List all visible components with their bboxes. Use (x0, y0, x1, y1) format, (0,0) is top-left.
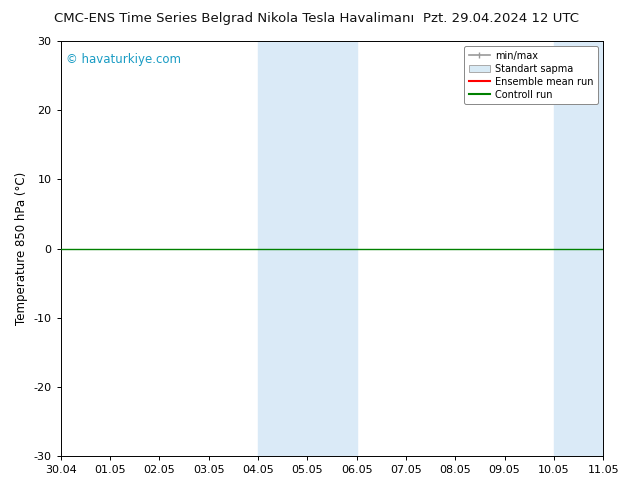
Bar (554, 41, 603, 456)
Text: CMC-ENS Time Series Belgrad Nikola Tesla Havalimanı: CMC-ENS Time Series Belgrad Nikola Tesla… (55, 12, 415, 25)
Legend: min/max, Standart sapma, Ensemble mean run, Controll run: min/max, Standart sapma, Ensemble mean r… (464, 46, 598, 104)
Y-axis label: Temperature 850 hPa (°C): Temperature 850 hPa (°C) (15, 172, 28, 325)
Text: © havaturkiye.com: © havaturkiye.com (66, 53, 181, 67)
Text: Pzt. 29.04.2024 12 UTC: Pzt. 29.04.2024 12 UTC (423, 12, 579, 25)
Bar (258, 41, 356, 456)
